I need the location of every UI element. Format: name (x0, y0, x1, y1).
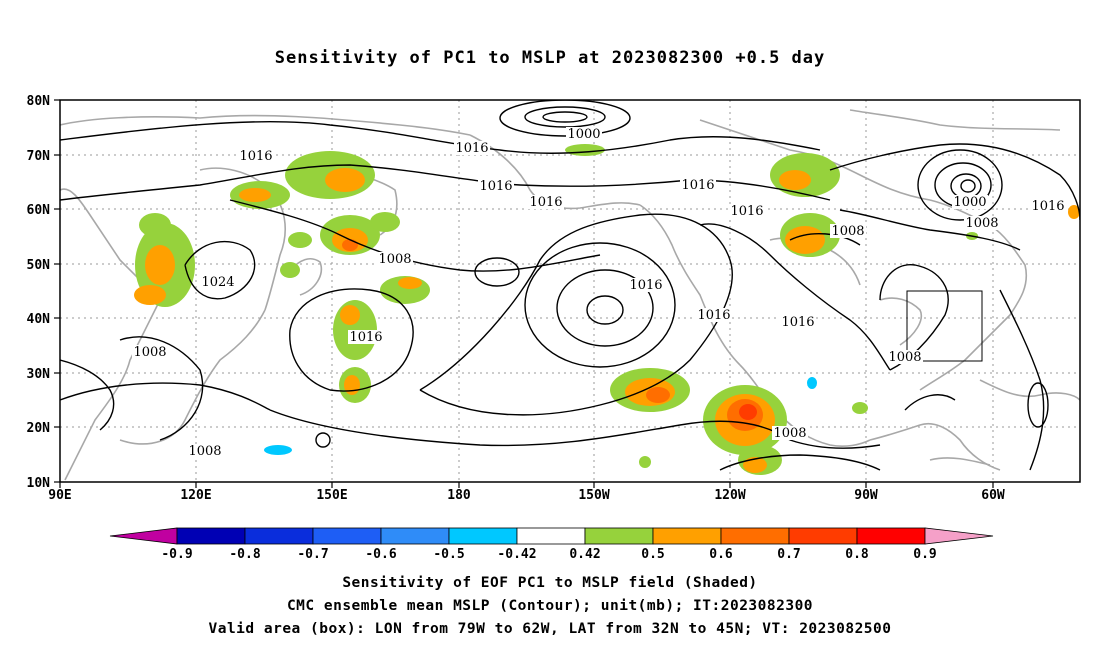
lat-label: 40N (27, 312, 51, 327)
contour-labels: 1000 1016 1016 1016 1016 1016 1016 1000 1008 1016… (132, 127, 1066, 459)
contour-label-bg (964, 216, 1000, 230)
contour-label: 1016 (455, 141, 488, 156)
lat-label: 60N (27, 203, 51, 218)
colorbar-swatch (312, 527, 382, 545)
colorbar-swatch (516, 527, 586, 545)
coastlines (60, 109, 1080, 481)
contour-label: 1016 (529, 195, 562, 210)
contour-label: 1016 (781, 315, 814, 330)
contour-label-bg (238, 149, 274, 163)
longitude-labels: 90E 120E 150E 180 150W 120W 90W 60W (48, 482, 1005, 503)
chart-title: Sensitivity of PC1 to MSLP at 2023082300… (274, 48, 826, 68)
contour-label: 1024 (201, 275, 234, 290)
colorbar-swatch (856, 527, 926, 545)
contour-label-bg (696, 308, 732, 322)
colorbar-label: -0.42 (497, 547, 536, 562)
contour-label-bg (454, 141, 490, 155)
colorbar-label: 0.7 (777, 547, 800, 562)
lon-label: 150E (316, 488, 347, 503)
contour-label-bg (187, 444, 223, 458)
colorbar-high-triangle (924, 527, 994, 545)
contour-label-bg (200, 275, 236, 289)
colorbar-label: -0.6 (365, 547, 396, 562)
lat-label: 70N (27, 149, 51, 164)
footer-line-2: CMC ensemble mean MSLP (Contour); unit(m… (286, 598, 814, 614)
contour-label: 1016 (681, 178, 714, 193)
lat-label: 30N (27, 367, 51, 382)
lon-label: 120W (714, 488, 745, 503)
lon-label: 120E (180, 488, 211, 503)
colorbar-label: 0.42 (569, 547, 600, 562)
colorbar-swatch (244, 527, 314, 545)
contour-label-bg (628, 278, 664, 292)
colorbar-swatch (380, 527, 450, 545)
sensitivity-shading (134, 144, 1080, 475)
lat-label: 20N (27, 421, 51, 436)
contour-label: 1016 (479, 179, 512, 194)
colorbar-swatch (788, 527, 858, 545)
latitude-labels: 80N 70N 60N 50N 40N 30N 20N 10N (27, 94, 60, 491)
lon-label: 60W (981, 488, 1005, 503)
contour-label: 1016 (629, 278, 662, 293)
colorbar-swatch (584, 527, 654, 545)
map-gridlines (60, 100, 1080, 482)
contour-label: 1016 (239, 149, 272, 164)
colorbar-label: 0.8 (845, 547, 869, 562)
lon-label: 90E (48, 488, 71, 503)
footer-line-3: Valid area (box): LON from 79W to 62W, L… (208, 621, 892, 637)
colorbar-low-triangle (109, 527, 178, 545)
colorbar-label: -0.7 (297, 547, 328, 562)
contour-label-bg (887, 350, 923, 364)
contour-label-bg (348, 330, 384, 344)
colorbar-label: 0.6 (709, 547, 733, 562)
colorbar-swatch (448, 527, 518, 545)
contour-label-bg (528, 195, 564, 209)
lon-label: 180 (447, 488, 471, 503)
map-frame (59, 99, 1081, 483)
contour-label-bg (680, 178, 716, 192)
mslp-contours (60, 100, 1080, 471)
footer-line-1: Sensitivity of EOF PC1 to MSLP field (Sh… (342, 575, 758, 591)
contour-label: 1016 (697, 308, 730, 323)
lat-label: 10N (27, 476, 51, 491)
contour-label-bg (729, 204, 765, 218)
contour-label: 1008 (378, 252, 411, 267)
colorbar-label: -0.8 (229, 547, 260, 562)
colorbar: -0.9 -0.8 -0.7 -0.6 -0.5 -0.42 0.42 0.5 0.6 0.7 0.… (109, 527, 994, 562)
contour-label: 1008 (965, 216, 998, 231)
contour-label: 1008 (133, 345, 166, 360)
contour-label: 1008 (831, 224, 864, 239)
contour-label-bg (830, 224, 866, 238)
map-area (60, 100, 1080, 482)
contour-label-bg (780, 315, 816, 329)
contour-label-bg (952, 195, 988, 209)
colorbar-label: -0.9 (161, 547, 192, 562)
colorbar-label: 0.9 (913, 547, 936, 562)
contour-label-bg (566, 127, 602, 141)
lon-label: 150W (578, 488, 609, 503)
contour-label: 1016 (349, 330, 382, 345)
contour-label: 1000 (953, 195, 986, 210)
lat-label: 80N (27, 94, 51, 109)
lat-label: 50N (27, 258, 51, 273)
contour-label-bg (772, 426, 808, 440)
contour-label-bg (478, 179, 514, 193)
lon-label: 90W (854, 488, 878, 503)
contour-label: 1008 (888, 350, 921, 365)
contour-label: 1016 (730, 204, 763, 219)
contour-label: 1016 (1031, 199, 1064, 214)
colorbar-label: -0.5 (433, 547, 464, 562)
colorbar-swatch (176, 527, 246, 545)
colorbar-swatch (652, 527, 722, 545)
contour-label-bg (1030, 199, 1066, 213)
contour-label-bg (377, 252, 413, 266)
contour-label: 1008 (188, 444, 221, 459)
contour-label-bg (132, 345, 168, 359)
colorbar-label: 0.5 (641, 547, 664, 562)
contour-label: 1000 (567, 127, 600, 142)
valid-area-box (906, 290, 983, 362)
contour-label: 1008 (773, 426, 806, 441)
colorbar-swatch (720, 527, 790, 545)
